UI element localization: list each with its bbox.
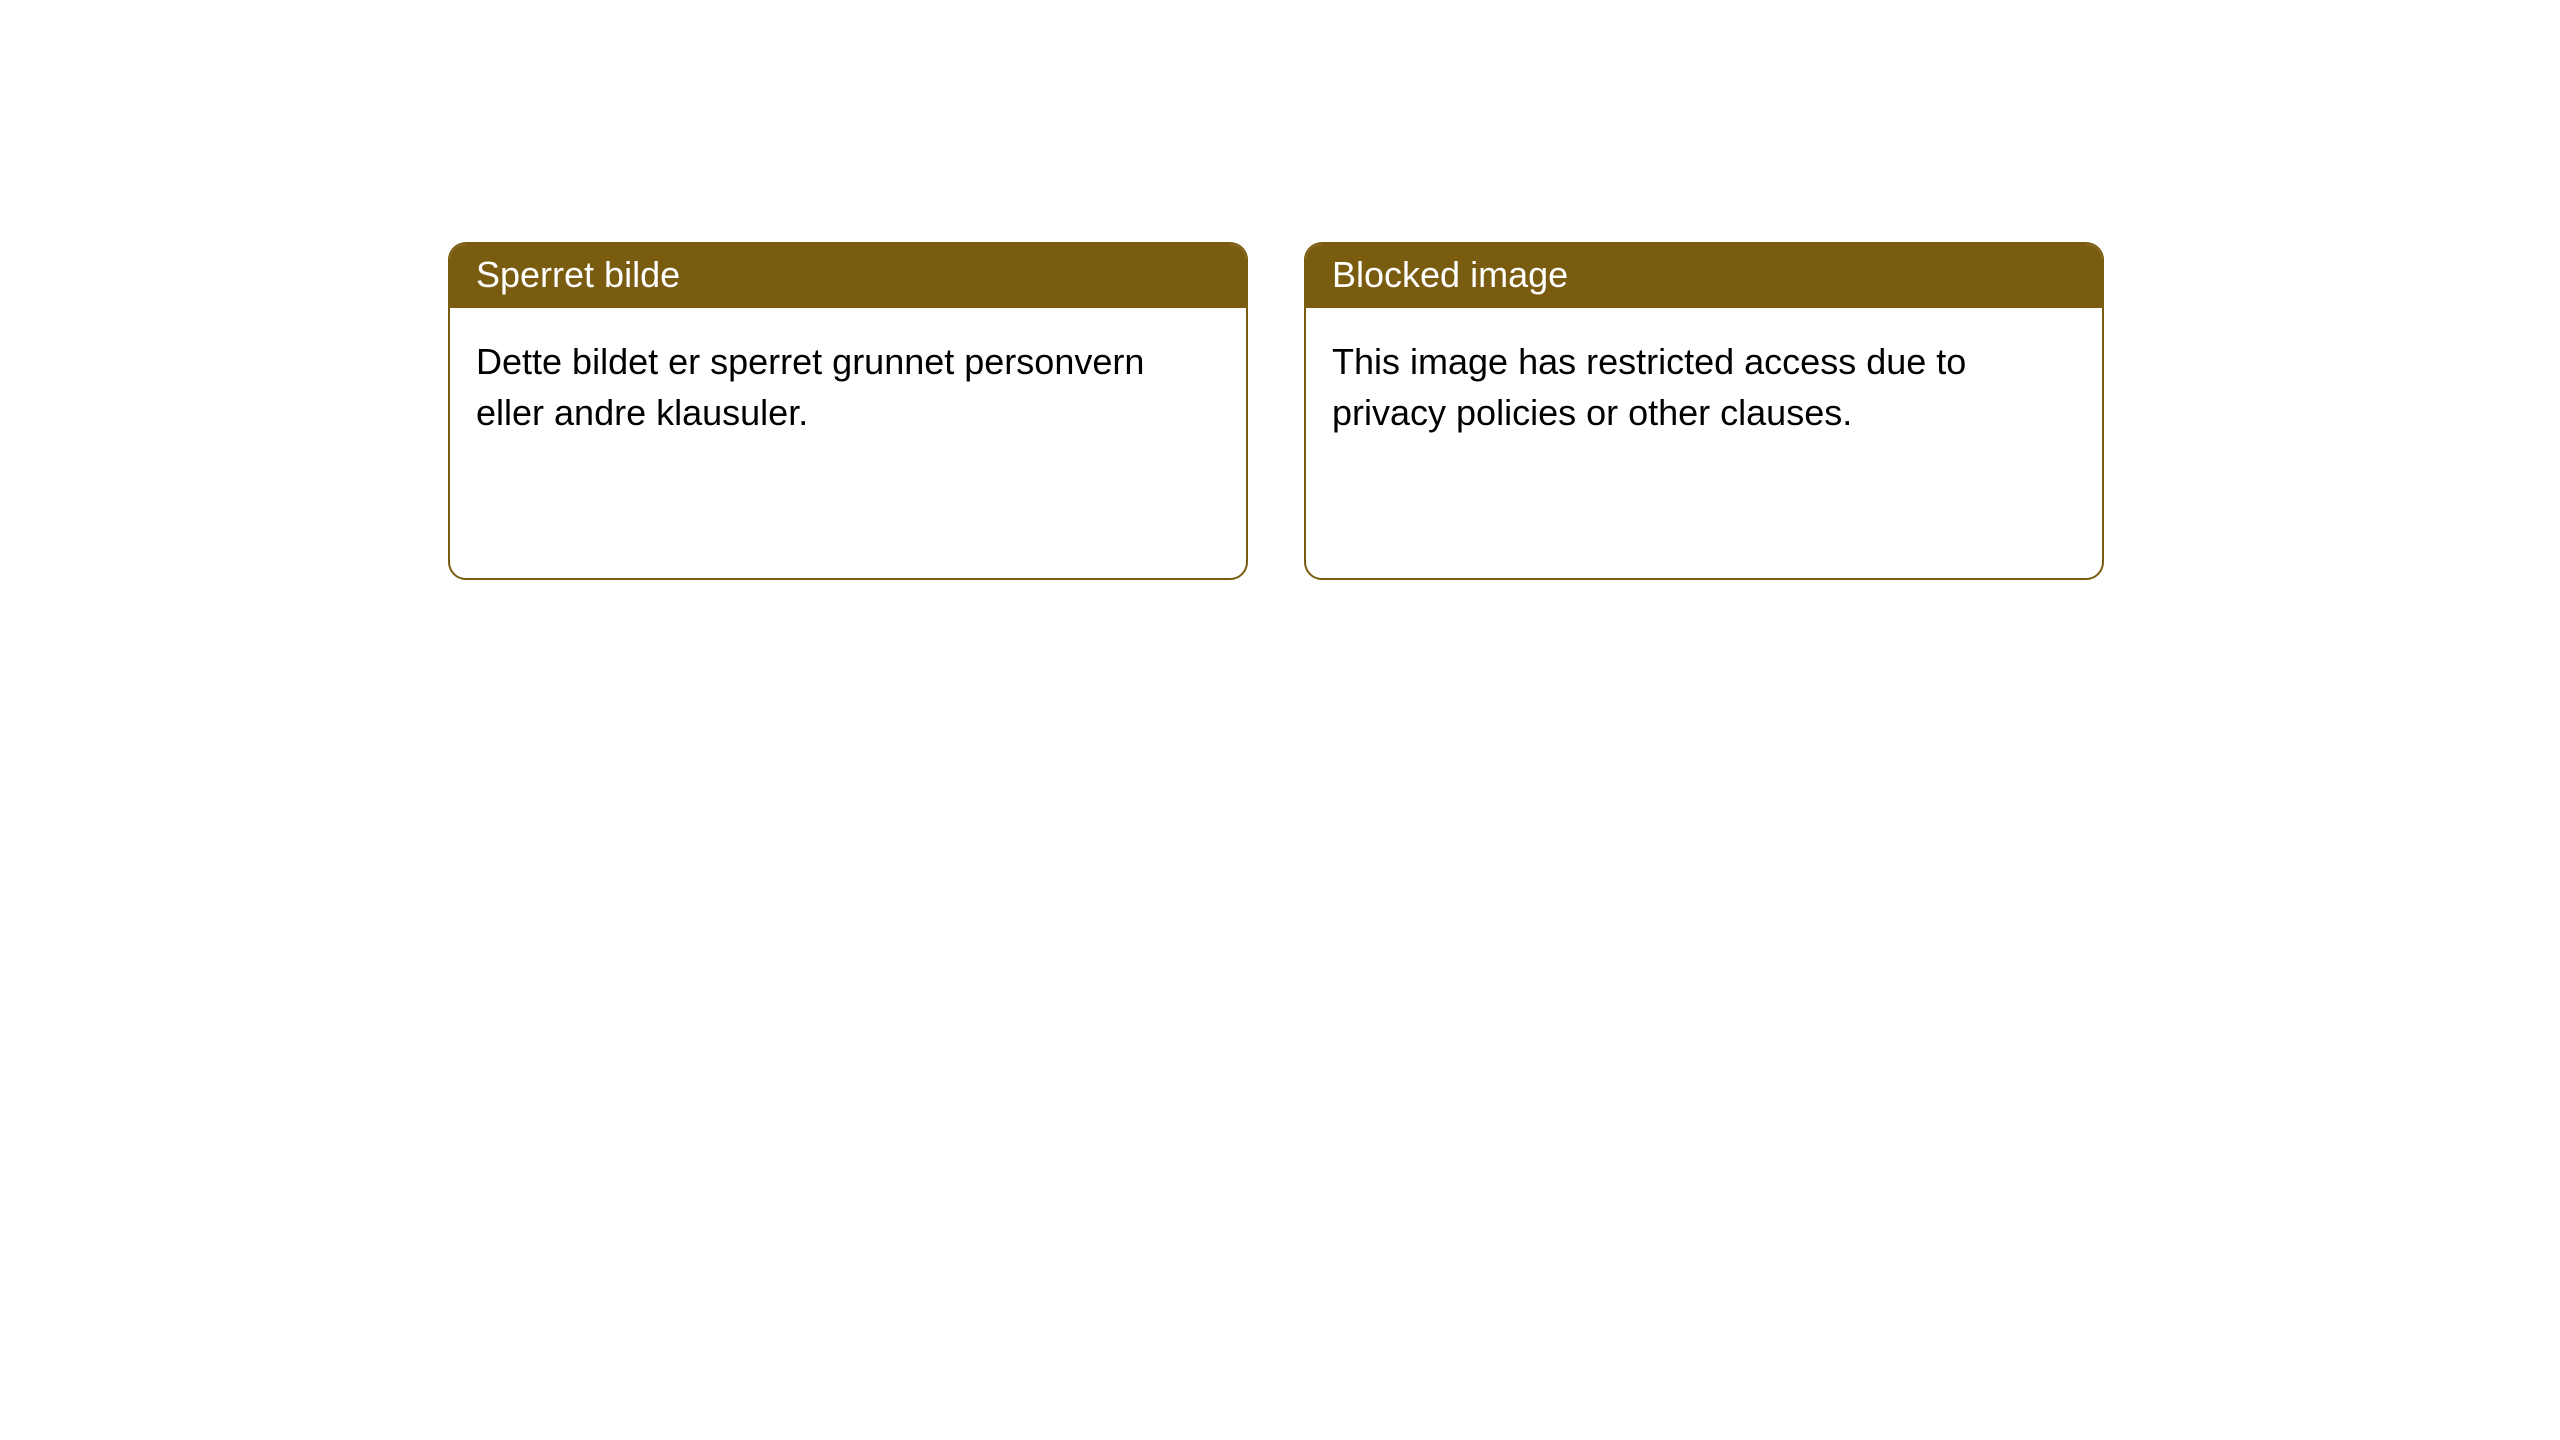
notice-title-english: Blocked image: [1306, 244, 2102, 308]
notice-box-english: Blocked image This image has restricted …: [1304, 242, 2104, 580]
notice-title-norwegian: Sperret bilde: [450, 244, 1246, 308]
notice-box-norwegian: Sperret bilde Dette bildet er sperret gr…: [448, 242, 1248, 580]
notice-container: Sperret bilde Dette bildet er sperret gr…: [0, 0, 2560, 580]
notice-body-norwegian: Dette bildet er sperret grunnet personve…: [450, 308, 1246, 578]
notice-body-english: This image has restricted access due to …: [1306, 308, 2102, 578]
